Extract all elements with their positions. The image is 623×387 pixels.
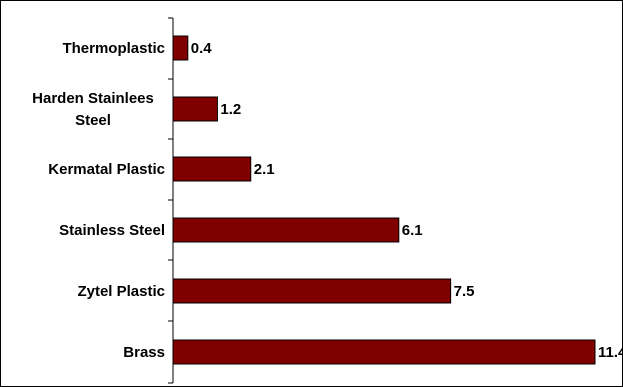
bars-group [172, 35, 596, 365]
category-label: Kermatal Plastic [48, 161, 165, 178]
bar-zytel-plastic [172, 278, 452, 304]
bar-harden-stainlees-steel [172, 96, 218, 122]
data-label: 2.1 [254, 161, 275, 178]
axis-group [168, 17, 174, 384]
category-label: Harden Stainlees Steel [32, 90, 154, 129]
category-label: Stainless Steel [59, 222, 165, 239]
data-label: 1.2 [220, 101, 241, 118]
data-label: 7.5 [454, 283, 475, 300]
category-label: Zytel Plastic [77, 283, 165, 300]
data-label: 6.1 [402, 222, 423, 239]
data-label: 11.4 [598, 344, 623, 361]
category-label: Thermoplastic [62, 40, 165, 57]
data-label: 0.4 [191, 40, 213, 57]
bar-brass [172, 339, 596, 365]
bar-stainless-steel [172, 217, 400, 243]
category-label: Brass [123, 344, 165, 361]
bar-thermoplastic [172, 35, 189, 61]
bar-kermatal-plastic [172, 156, 252, 182]
labels-group: 0.4 Thermoplastic 1.2 Harden Stainlees Steel… [32, 40, 623, 361]
